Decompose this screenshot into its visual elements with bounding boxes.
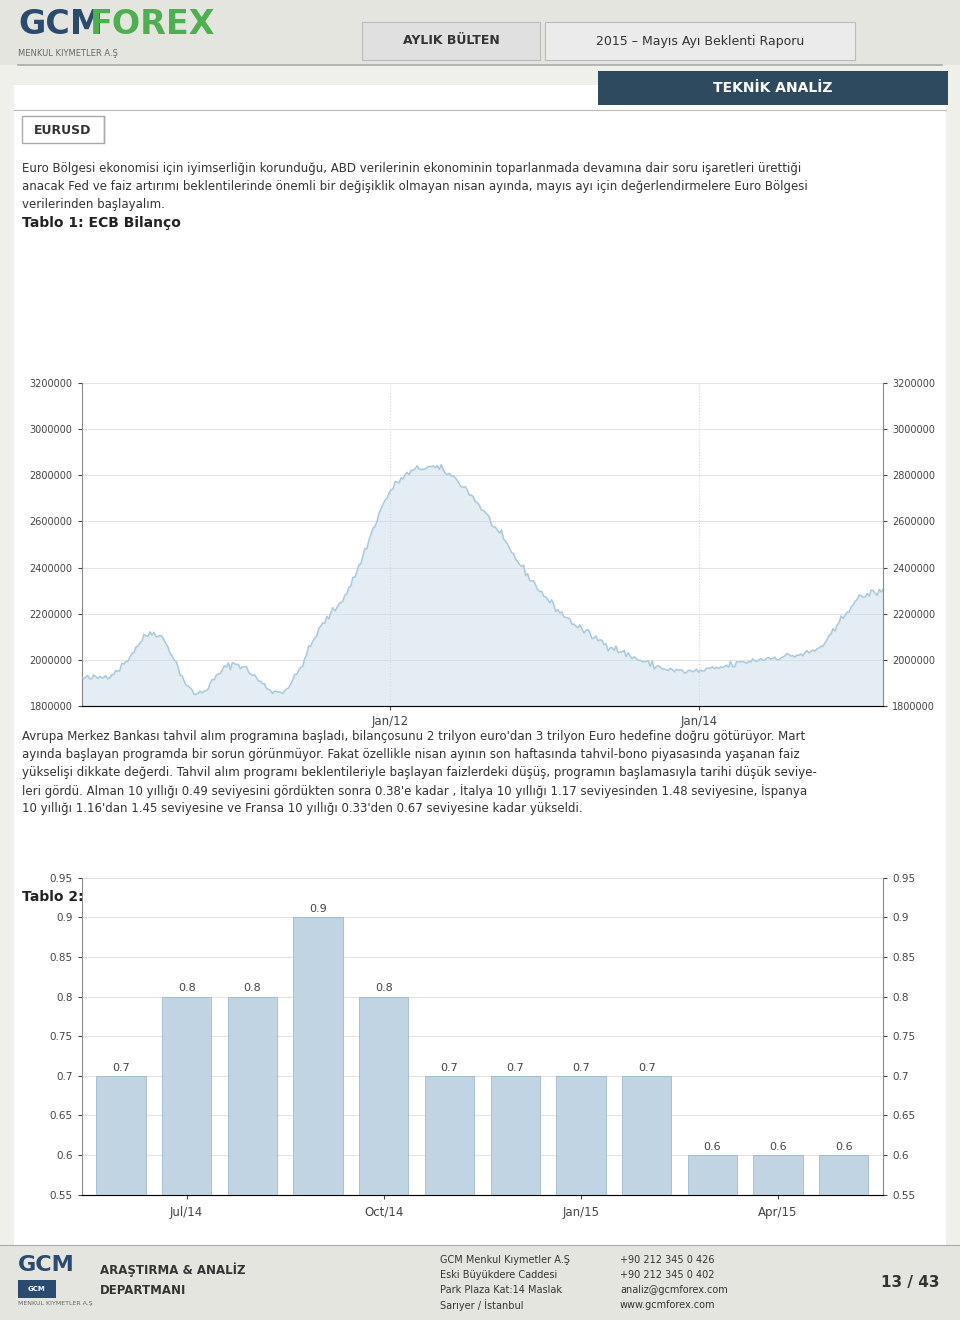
Text: 10 yıllığı 1.16'dan 1.45 seviyesine ve Fransa 10 yıllığı 0.33'den 0.67 seviyesin: 10 yıllığı 1.16'dan 1.45 seviyesine ve F… bbox=[22, 803, 583, 814]
Bar bbox=[491, 1076, 540, 1195]
Text: GCM: GCM bbox=[18, 8, 103, 41]
Bar bbox=[162, 997, 211, 1195]
Text: 0.8: 0.8 bbox=[375, 983, 393, 994]
Text: FOREX: FOREX bbox=[90, 8, 215, 41]
Text: yükselişi dikkate değerdi. Tahvil alım programı beklentileriyle başlayan faizler: yükselişi dikkate değerdi. Tahvil alım p… bbox=[22, 766, 817, 779]
Text: Eski Büyükdere Caddesi: Eski Büyükdere Caddesi bbox=[440, 1270, 557, 1280]
Bar bbox=[0, 0, 960, 65]
Bar bbox=[0, 1245, 960, 1320]
Text: 2015 – Mayıs Ayı Beklenti Raporu: 2015 – Mayıs Ayı Beklenti Raporu bbox=[596, 34, 804, 48]
Text: Tablo 1: ECB Bilanço: Tablo 1: ECB Bilanço bbox=[22, 216, 180, 230]
Bar bbox=[22, 116, 104, 143]
Text: verilerinden başlayalım.: verilerinden başlayalım. bbox=[22, 198, 165, 211]
Text: www.gcmforex.com: www.gcmforex.com bbox=[620, 1300, 715, 1309]
Text: 0.6: 0.6 bbox=[835, 1142, 852, 1152]
Text: Avrupa Merkez Bankası tahvil alım programına başladı, bilançosunu 2 trilyon euro: Avrupa Merkez Bankası tahvil alım progra… bbox=[22, 730, 805, 743]
Text: 0.7: 0.7 bbox=[441, 1063, 459, 1073]
Text: Park Plaza Kat:14 Maslak: Park Plaza Kat:14 Maslak bbox=[440, 1284, 562, 1295]
Bar bbox=[754, 1155, 803, 1195]
Text: DEPARTMANI: DEPARTMANI bbox=[100, 1283, 186, 1296]
Text: +90 212 345 0 402: +90 212 345 0 402 bbox=[620, 1270, 714, 1280]
Text: 0.6: 0.6 bbox=[704, 1142, 721, 1152]
Bar bbox=[294, 917, 343, 1195]
Bar bbox=[14, 84, 946, 1261]
Text: GCM Menkul Kıymetler A.Ş: GCM Menkul Kıymetler A.Ş bbox=[440, 1255, 570, 1265]
Bar bbox=[545, 22, 855, 59]
Text: 0.8: 0.8 bbox=[244, 983, 261, 994]
Text: Euro Bölgesi ekonomisi için iyimserliğin korunduğu, ABD verilerinin ekonominin t: Euro Bölgesi ekonomisi için iyimserliğin… bbox=[22, 162, 802, 176]
Text: ARAŞTIRMA & ANALİZ: ARAŞTIRMA & ANALİZ bbox=[100, 1263, 246, 1278]
Text: 0.6: 0.6 bbox=[769, 1142, 787, 1152]
Text: leri gördü. Alman 10 yıllığı 0.49 seviyesini gördükten sonra 0.38'e kadar , İtal: leri gördü. Alman 10 yıllığı 0.49 seviye… bbox=[22, 784, 807, 799]
Bar bbox=[228, 997, 277, 1195]
Text: 0.7: 0.7 bbox=[637, 1063, 656, 1073]
Bar bbox=[18, 1280, 56, 1298]
Text: AYLIK BÜLTEN: AYLIK BÜLTEN bbox=[402, 34, 499, 48]
Bar bbox=[96, 1076, 146, 1195]
Text: GCM: GCM bbox=[18, 1255, 75, 1275]
Text: +90 212 345 0 426: +90 212 345 0 426 bbox=[620, 1255, 714, 1265]
Text: TEKNİK ANALİZ: TEKNİK ANALİZ bbox=[713, 81, 832, 95]
Bar bbox=[622, 1076, 671, 1195]
Text: ayında başlayan programda bir sorun görünmüyor. Fakat özellikle nisan ayının son: ayında başlayan programda bir sorun görü… bbox=[22, 748, 800, 762]
Text: EURUSD: EURUSD bbox=[35, 124, 92, 136]
Bar bbox=[598, 71, 948, 106]
Bar bbox=[819, 1155, 869, 1195]
Bar bbox=[556, 1076, 606, 1195]
Text: Tablo 2: Çekirdek enflasyon: Tablo 2: Çekirdek enflasyon bbox=[22, 890, 238, 904]
Text: 0.7: 0.7 bbox=[572, 1063, 589, 1073]
Text: anacak Fed ve faiz artırımı beklentilerinde önemli bir değişiklik olmayan nisan : anacak Fed ve faiz artırımı beklentileri… bbox=[22, 180, 807, 193]
Text: MENKUL KIYMETLER A.Ş: MENKUL KIYMETLER A.Ş bbox=[18, 49, 118, 58]
Text: GCM: GCM bbox=[28, 1286, 46, 1292]
Bar bbox=[362, 22, 540, 59]
Bar bbox=[425, 1076, 474, 1195]
Text: 13 / 43: 13 / 43 bbox=[880, 1275, 939, 1291]
Text: analiz@gcmforex.com: analiz@gcmforex.com bbox=[620, 1284, 728, 1295]
Bar bbox=[359, 997, 409, 1195]
Text: Sarıyer / İstanbul: Sarıyer / İstanbul bbox=[440, 1299, 523, 1311]
Bar bbox=[687, 1155, 737, 1195]
Text: 0.7: 0.7 bbox=[506, 1063, 524, 1073]
Text: 0.7: 0.7 bbox=[112, 1063, 130, 1073]
Text: MENKUL KIYMETLER A.Ş: MENKUL KIYMETLER A.Ş bbox=[18, 1302, 92, 1307]
Text: 0.9: 0.9 bbox=[309, 904, 327, 915]
Text: 0.8: 0.8 bbox=[178, 983, 196, 994]
